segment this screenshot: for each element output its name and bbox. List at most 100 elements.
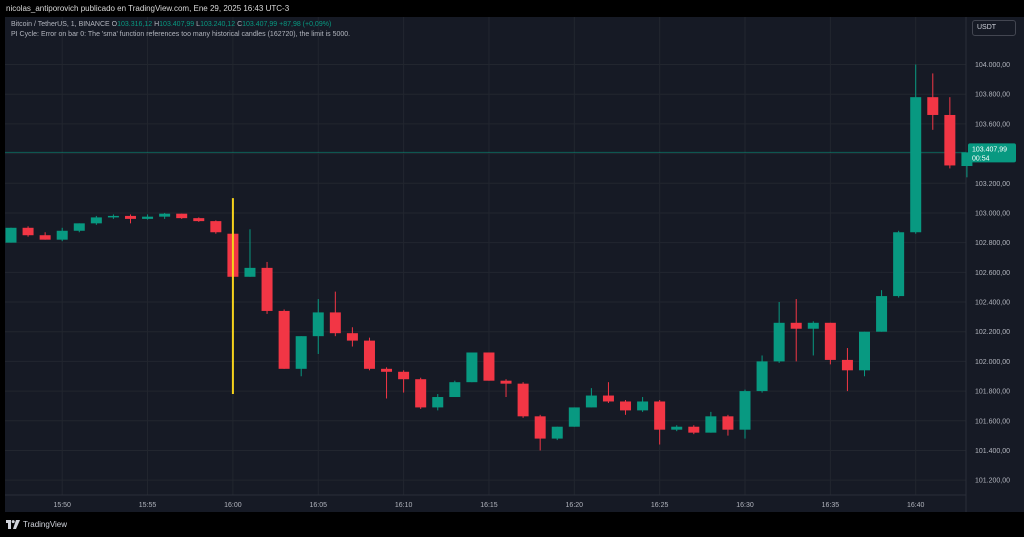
y-tick-label: 103.600,00 — [975, 121, 1010, 128]
high-label: H — [154, 21, 160, 28]
tradingview-logo[interactable]: TradingView — [6, 520, 67, 529]
candle-body — [107, 215, 119, 218]
y-tick-label: 101.200,00 — [975, 478, 1010, 485]
current-price-label — [968, 143, 1016, 163]
candle-body — [398, 371, 410, 380]
y-tick-label: 102.000,00 — [975, 359, 1010, 366]
candle-body — [295, 336, 307, 369]
y-tick-label: 101.400,00 — [975, 448, 1010, 455]
y-tick-label: 104.000,00 — [975, 62, 1010, 69]
x-tick-label: 16:05 — [309, 502, 327, 509]
candle-body — [432, 397, 444, 408]
candle-body — [193, 218, 205, 222]
candle-body — [278, 310, 290, 369]
y-tick-label: 102.800,00 — [975, 240, 1010, 247]
y-tick-label: 101.800,00 — [975, 389, 1010, 396]
x-tick-label: 16:25 — [651, 502, 669, 509]
candlestick-chart[interactable]: 104.000,00103.800,00103.600,00103.400,00… — [5, 17, 1024, 512]
close-value: 103.407,99 — [242, 21, 278, 28]
change-value: +87,98 (+0,09%) — [279, 21, 332, 28]
candle-body — [159, 213, 171, 217]
candle-body — [449, 382, 461, 398]
candle-body — [466, 352, 478, 383]
x-tick-label: 15:55 — [139, 502, 157, 509]
candle-body — [483, 352, 495, 381]
chart-area[interactable]: 104.000,00103.800,00103.600,00103.400,00… — [5, 17, 1024, 512]
candle-body — [722, 416, 734, 430]
candle-body — [176, 213, 188, 219]
symbol-name: Bitcoin / TetherUS, 1, BINANCE — [11, 21, 110, 28]
close-label: C — [237, 21, 243, 28]
candle-body — [824, 322, 836, 360]
candle-body — [73, 223, 85, 231]
candle-body — [893, 232, 905, 297]
current-price-value: 103.407,99 — [972, 146, 1007, 153]
candle-body — [329, 312, 341, 334]
x-tick-label: 16:30 — [736, 502, 754, 509]
candle-body — [961, 152, 973, 167]
candle-body — [876, 296, 888, 332]
candle-body — [346, 333, 358, 341]
candle-body — [534, 416, 546, 439]
candle-body — [210, 221, 222, 233]
candle-body — [568, 407, 580, 427]
candle-body — [312, 312, 324, 337]
candle-body — [5, 227, 17, 243]
candle-body — [415, 379, 427, 408]
candle-body — [517, 383, 529, 417]
low-value: 103.240,12 — [200, 21, 236, 28]
x-tick-label: 16:10 — [395, 502, 413, 509]
candle-body — [705, 416, 717, 433]
chart-background — [5, 17, 1024, 512]
high-value: 103.407,99 — [159, 21, 195, 28]
candle-body — [56, 230, 68, 240]
x-tick-label: 16:40 — [907, 502, 925, 509]
candle-body — [39, 235, 51, 240]
footer-bar: TradingView — [0, 512, 1024, 537]
indicator-error-message: PI Cycle: Error on bar 0: The 'sma' func… — [11, 31, 351, 38]
candle-body — [841, 359, 853, 371]
candle-body — [807, 322, 819, 329]
candle-body — [244, 267, 256, 277]
x-tick-label: 16:00 — [224, 502, 242, 509]
candle-body — [910, 97, 922, 233]
candle-body — [756, 361, 768, 392]
candle-countdown: 00:54 — [972, 155, 990, 162]
candle-body — [773, 322, 785, 362]
candle-body — [602, 395, 614, 402]
y-tick-label: 103.800,00 — [975, 92, 1010, 99]
x-tick-label: 15:50 — [53, 502, 71, 509]
candle-body — [944, 114, 956, 166]
candle-body — [261, 267, 273, 311]
y-tick-label: 103.000,00 — [975, 210, 1010, 217]
candle-body — [620, 401, 632, 411]
candle-body — [500, 380, 512, 384]
candle-body — [585, 395, 597, 408]
y-tick-label: 103.200,00 — [975, 181, 1010, 188]
candle-body — [790, 322, 802, 329]
candle-body — [927, 97, 939, 115]
candle-body — [90, 217, 102, 224]
low-label: L — [196, 21, 201, 28]
candle-body — [739, 391, 751, 430]
candle-body — [637, 401, 649, 411]
candle-body — [688, 426, 700, 433]
candle-body — [124, 215, 136, 219]
candle-body — [142, 216, 154, 219]
open-label: O — [111, 21, 118, 28]
attribution-bar: nicolas_antiporovich publicado en Tradin… — [0, 0, 1024, 17]
x-tick-label: 16:15 — [480, 502, 498, 509]
candle-body — [671, 426, 683, 430]
y-tick-label: 102.200,00 — [975, 329, 1010, 336]
symbol-legend: Bitcoin / TetherUS, 1, BINANCE O103.316,… — [11, 20, 331, 30]
currency-selector-button[interactable]: USDT — [972, 20, 1016, 36]
x-tick-label: 16:35 — [822, 502, 840, 509]
candle-body — [859, 331, 870, 371]
candle-body — [22, 227, 34, 236]
attribution-text: nicolas_antiporovich publicado en Tradin… — [6, 4, 290, 13]
candle-body — [654, 401, 666, 430]
y-tick-label: 102.600,00 — [975, 270, 1010, 277]
x-tick-label: 16:20 — [566, 502, 584, 509]
tradingview-brand-text: TradingView — [23, 520, 68, 529]
candle-body — [381, 368, 393, 372]
